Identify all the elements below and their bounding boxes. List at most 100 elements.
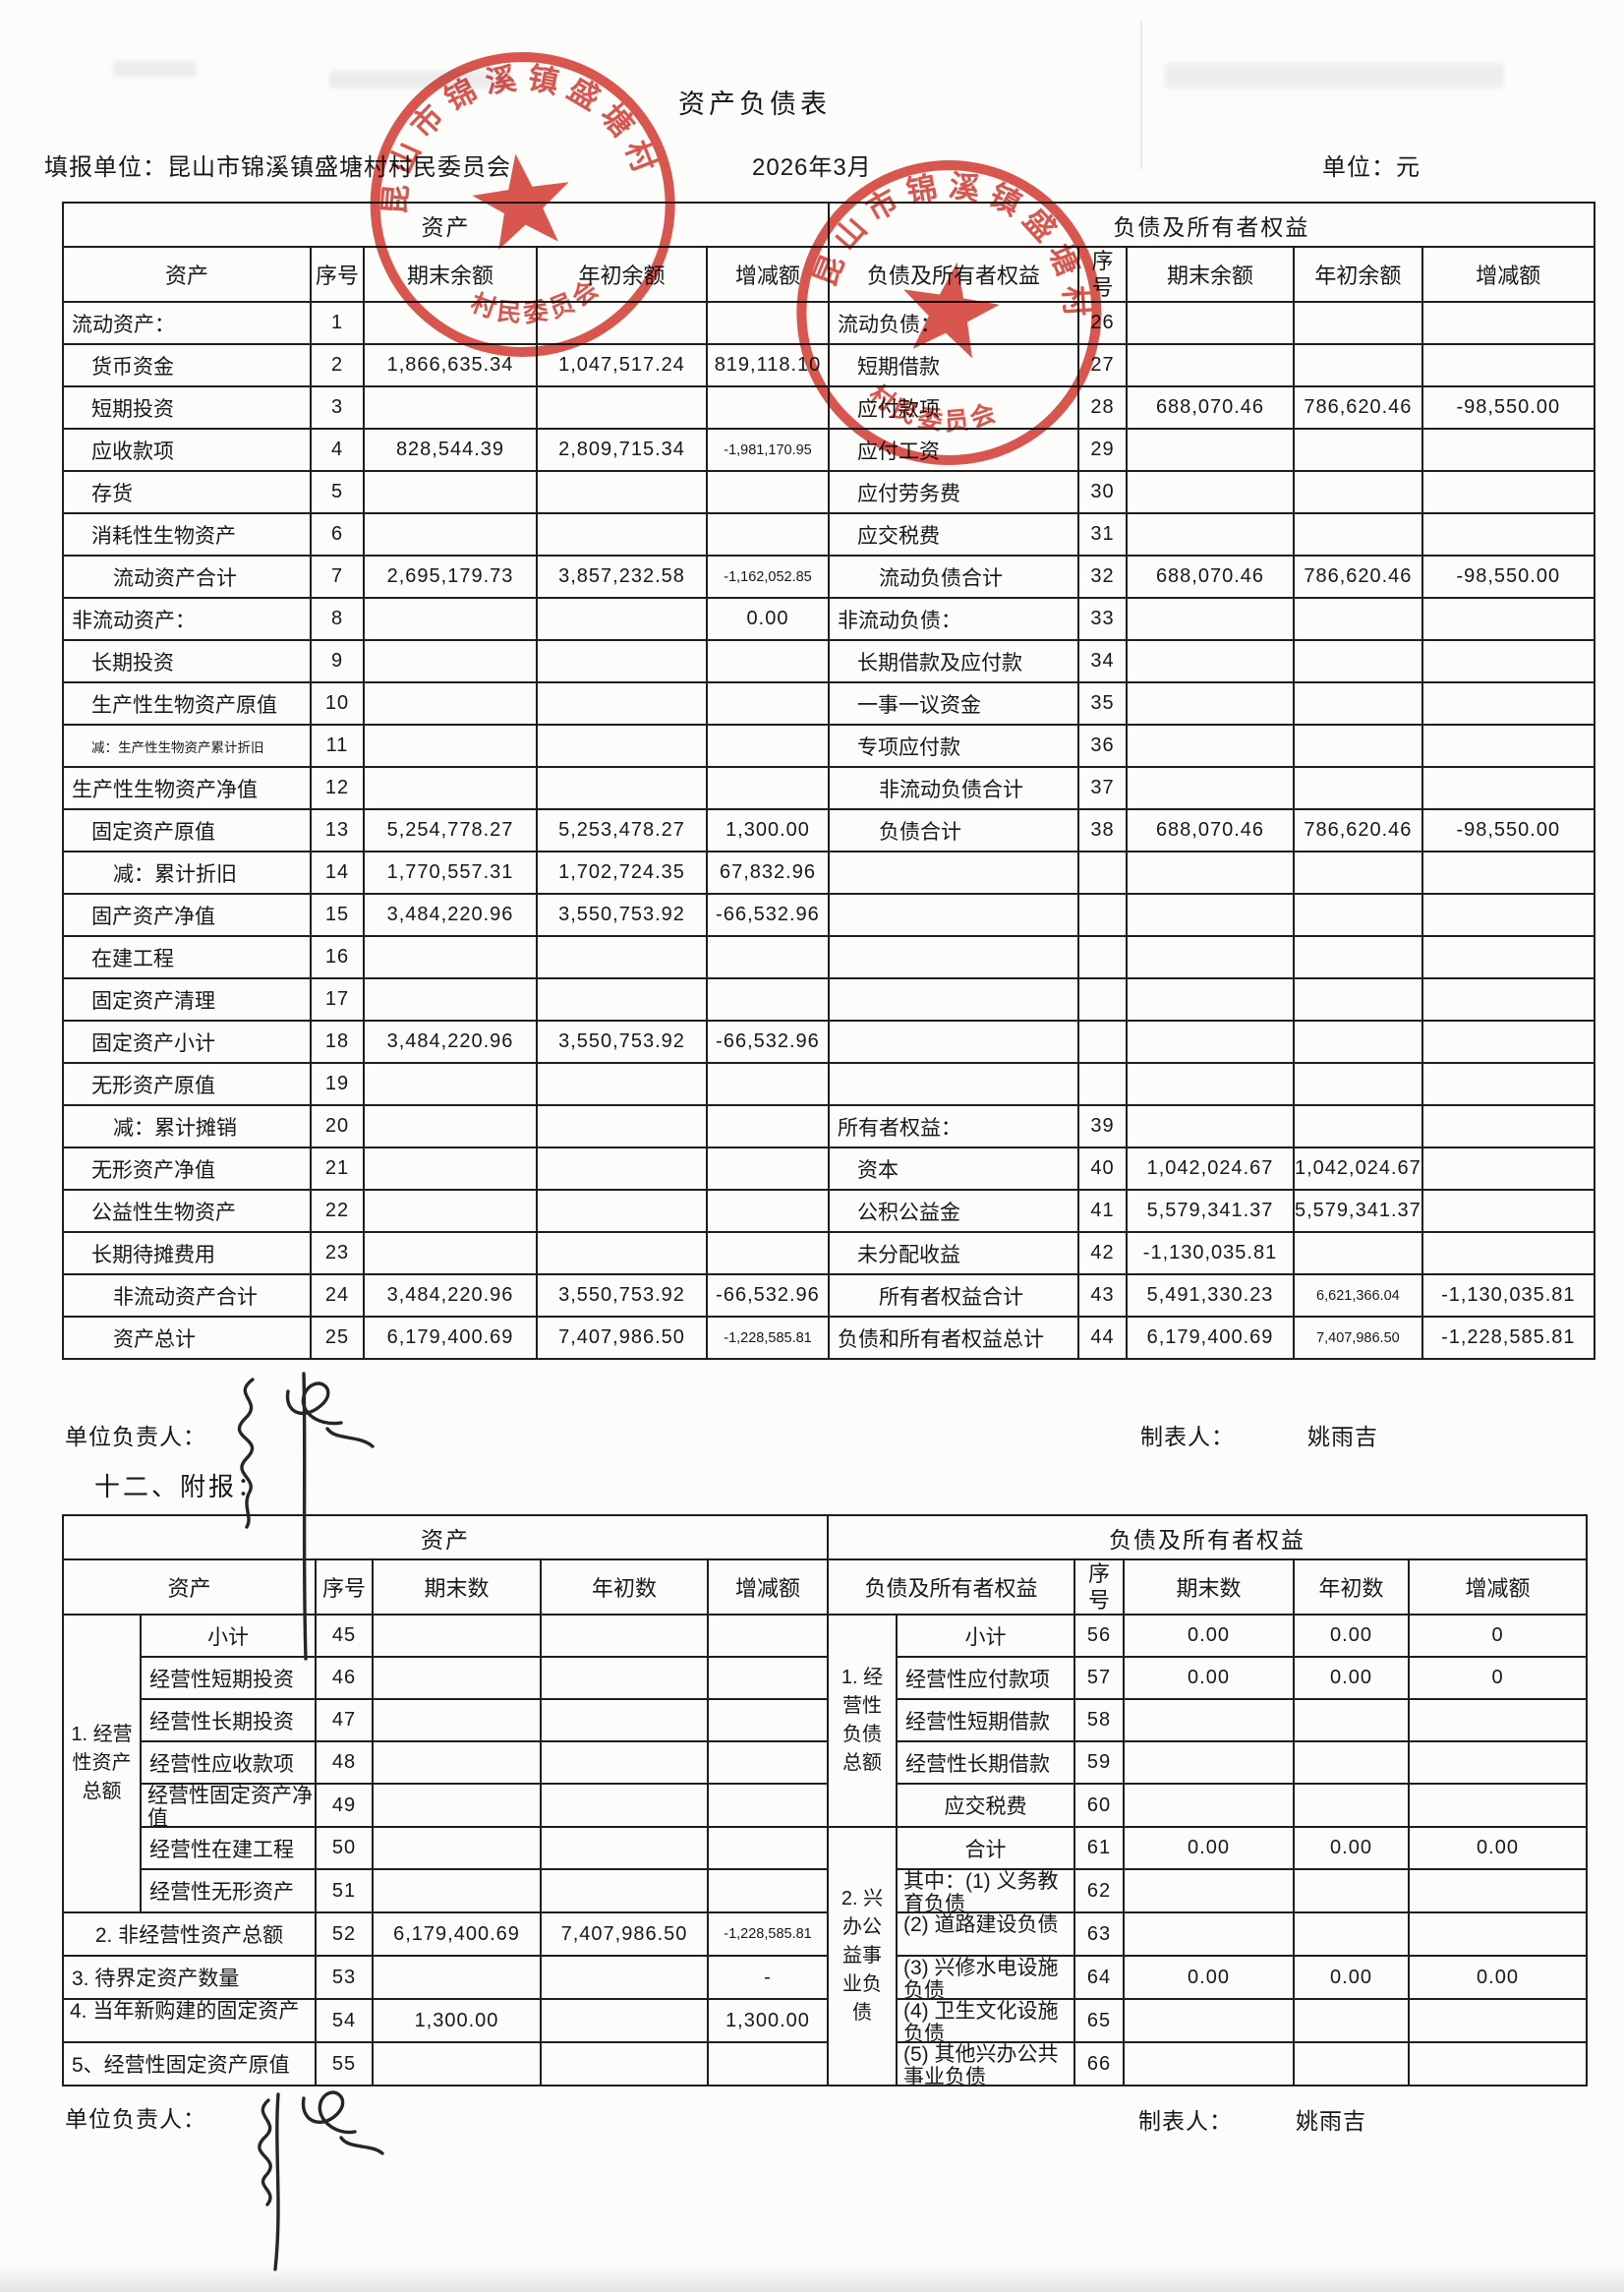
row-number: 21 (310, 1146, 365, 1191)
row-label (828, 1062, 1079, 1106)
group-label: 1. 经 营性 负债 总额 (827, 1614, 898, 1828)
row-label: 公益性生物资产 (62, 1189, 312, 1233)
scan-edge-shadow (0, 2266, 1624, 2292)
row-number: 5 (310, 470, 365, 514)
row-label: 未分配收益 (828, 1231, 1079, 1275)
change-amount (707, 1826, 829, 1870)
row-label: (5) 其他兴办公共事业负债 (896, 2041, 1075, 2086)
table-row: 3. 待界定资产数量 53- (3) 兴修水电设施负债 64 0.00 0.00 0.00 (62, 1955, 1588, 2000)
beginning-balance (1293, 1104, 1423, 1148)
beginning-balance (1293, 766, 1423, 810)
beginning-balance (536, 512, 708, 557)
row-number: 63 (1073, 1911, 1125, 1957)
attachment-table: 资产 负债及所有者权益 资产 序号 期末数 年初数 增减额 负债及所有者权益 序号 期末数 年初数增… (62, 1514, 1588, 2086)
ending-balance (1126, 1062, 1295, 1106)
beginning-balance (536, 1231, 708, 1275)
table-row: 货币资金 2 1,866,635.34 1,047,517.24 819,118.10 短… (62, 343, 1595, 387)
row-number: 55 (315, 2041, 374, 2086)
row-number: 38 (1077, 808, 1128, 852)
beginning-amount: 0.00 (1293, 1955, 1410, 2000)
group-label: 1. 经营 性资产 总额 (62, 1614, 142, 1913)
beginning-balance (1293, 893, 1423, 937)
change-amount (706, 724, 830, 768)
ending-balance (1126, 977, 1295, 1022)
beginning-amount (540, 1868, 709, 1913)
column-header-seq-text: 序号 (1087, 1561, 1110, 1613)
row-label: 经营性长期借款 (896, 1740, 1075, 1785)
row-label (828, 851, 1079, 895)
row-number: 51 (315, 1868, 374, 1913)
scan-smudge (1165, 63, 1504, 88)
row-label: 货币资金 (62, 343, 312, 387)
beginning-balance (536, 935, 708, 979)
row-label: 长期借款及应付款 (828, 639, 1079, 683)
beginning-amount (540, 1656, 709, 1700)
row-label (828, 935, 1079, 979)
beginning-amount (540, 1783, 709, 1828)
ending-amount (372, 1868, 542, 1913)
row-label: (4) 卫生文化设施负债 (896, 1998, 1075, 2043)
change-amount (706, 977, 830, 1022)
beginning-balance (536, 977, 708, 1022)
beginning-balance (536, 681, 708, 726)
ending-amount: 0.00 (1123, 1826, 1295, 1870)
change-amount (706, 766, 830, 810)
change-amount (707, 1656, 829, 1700)
stamp-bottom-text: 村民委员会 (464, 271, 609, 336)
change-amount (1421, 724, 1595, 768)
ending-balance (1126, 724, 1295, 768)
beginning-balance: 6,621,366.04 (1293, 1273, 1423, 1318)
handwritten-signature (258, 2090, 384, 2271)
stamp-ring (370, 52, 675, 358)
table-row: 生产性生物资产净值 12 非流动负债合计 37 (62, 766, 1595, 810)
beginning-balance (1293, 639, 1423, 683)
row-label: 固产资产净值 (62, 893, 312, 937)
row-label: 经营性在建工程 (140, 1826, 317, 1870)
beginning-balance: 5,579,341.37 (1293, 1189, 1423, 1233)
row-number: 30 (1077, 470, 1128, 514)
row-number: 49 (315, 1783, 374, 1828)
row-number: 31 (1077, 512, 1128, 557)
table-row: 经营性长期投资 47 经营性短期借款 58 (63, 1698, 1588, 1742)
row-label: 生产性生物资产净值 (62, 766, 312, 810)
change-amount: 0 (1408, 1656, 1588, 1700)
ending-amount: 0.00 (1123, 1955, 1295, 2000)
row-label: 4. 当年新购建的固定资产 (62, 1998, 317, 2043)
beginning-amount (1293, 1911, 1410, 1957)
row-number: 43 (1077, 1273, 1128, 1318)
row-label: 资本 (828, 1146, 1079, 1191)
row-number: 62 (1073, 1868, 1125, 1913)
change-amount: -66,532.96 (706, 1020, 830, 1064)
change-amount (1408, 1998, 1588, 2043)
ending-balance (363, 1062, 538, 1106)
ending-balance: -1,130,035.81 (1126, 1231, 1295, 1275)
beginning-balance: 1,042,024.67 (1293, 1146, 1423, 1191)
beginning-amount: 0.00 (1293, 1656, 1410, 1700)
row-number: 1 (310, 301, 365, 345)
table-row: 固定资产小计 18 3,484,220.96 3,550,753.92 -66,532.… (62, 1020, 1595, 1064)
change-amount (1408, 2041, 1588, 2086)
beginning-amount (540, 2041, 709, 2086)
beginning-balance (1293, 681, 1423, 726)
stamp-bottom-text: 村民委员会 (860, 378, 1007, 444)
table-row: 经营性固定资产净值 49 应交税费 60 (63, 1783, 1588, 1828)
row-number: 42 (1077, 1231, 1128, 1275)
ending-balance (1126, 893, 1295, 937)
beginning-balance (1293, 935, 1423, 979)
change-amount (706, 1062, 830, 1106)
beginning-amount (1293, 1740, 1410, 1785)
balance-sheet-table: 资产负债及所有者权益资产序号期末余额年初余额增减额负债及所有者权益序号期末余额年… (62, 202, 1595, 1360)
row-label: (2) 道路建设负债 (896, 1911, 1075, 1957)
row-number (1077, 893, 1128, 937)
change-amount: 0.00 (706, 597, 830, 641)
row-label: 长期待摊费用 (62, 1231, 312, 1275)
ending-balance (1126, 597, 1295, 641)
ending-balance (363, 639, 538, 683)
beginning-amount (540, 1740, 709, 1785)
table-row: 2. 非经营性资产总额 52 6,179,400.69 7,407,986.50 -1,… (62, 1911, 1588, 1957)
table-row: 短期投资 3 应付款项 28 688,070.46 786,620.46 -98,550.0… (62, 385, 1595, 430)
ending-balance: 688,070.46 (1126, 555, 1295, 599)
change-amount: -1,162,052.85 (706, 555, 830, 599)
row-label: 短期投资 (62, 385, 312, 430)
stamp-star-icon (903, 262, 1000, 359)
